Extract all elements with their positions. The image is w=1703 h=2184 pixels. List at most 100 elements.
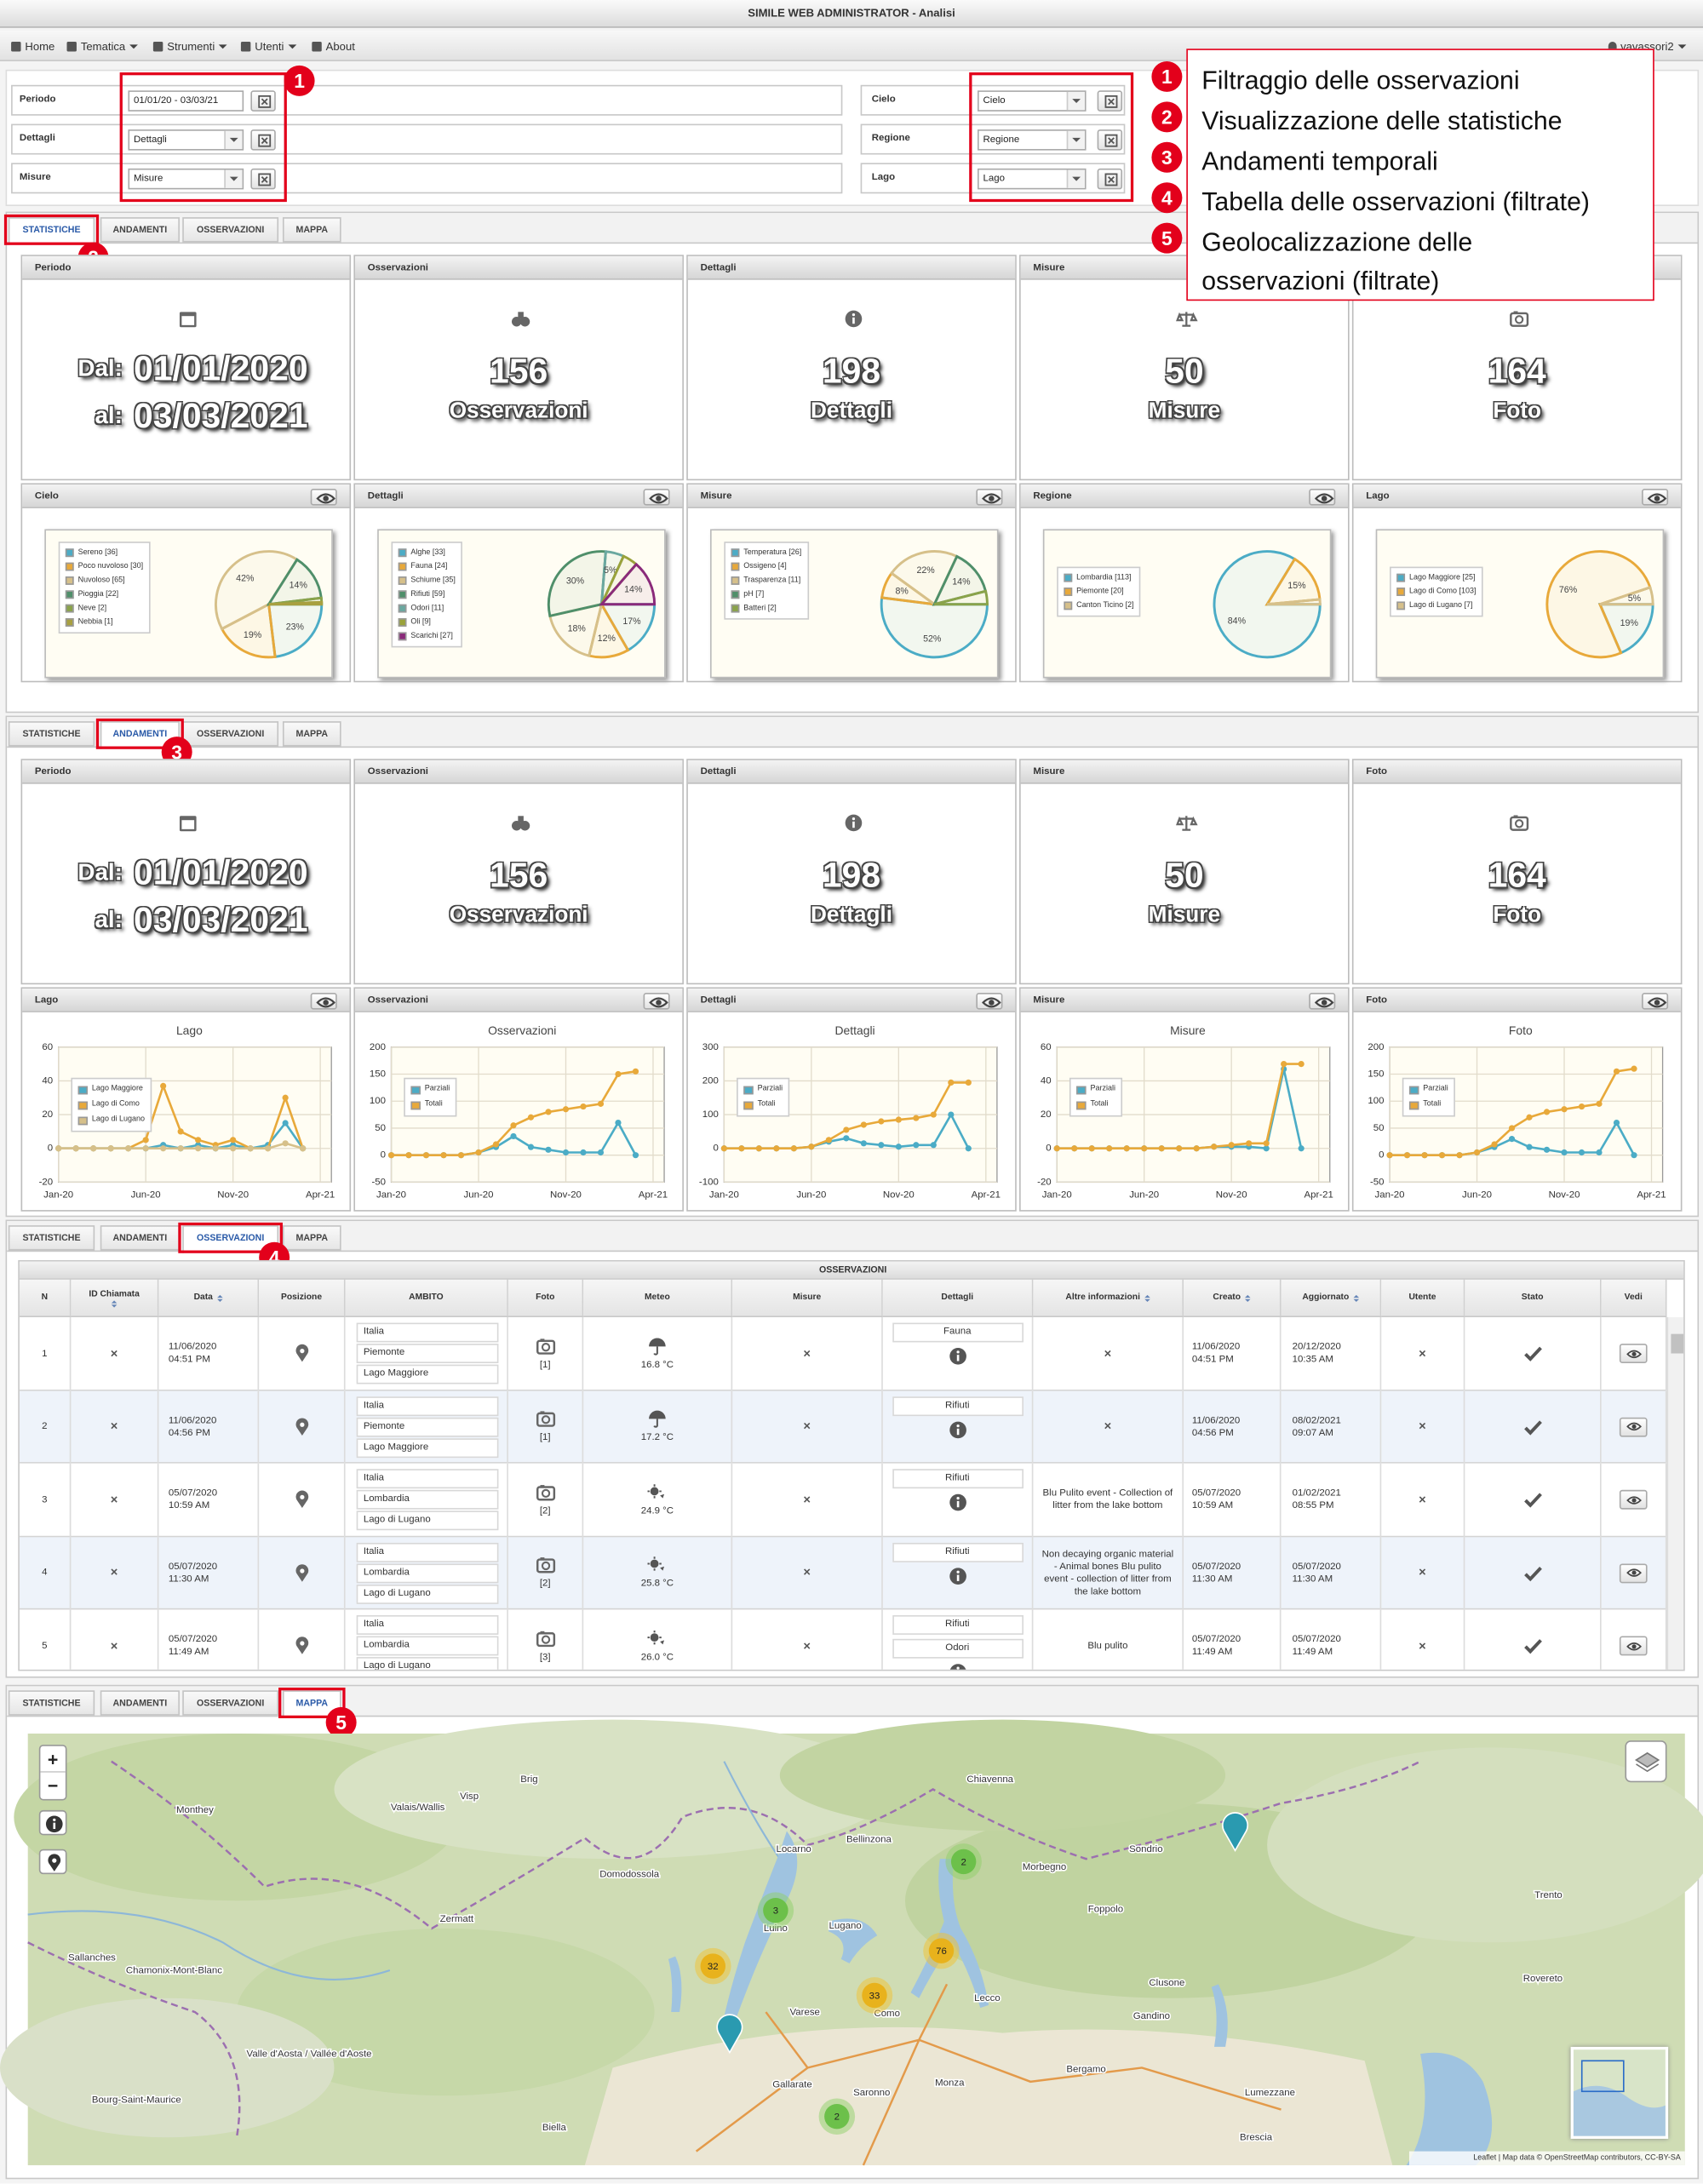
cluster-count: 76	[936, 1946, 947, 1957]
filter-select[interactable]: Regione	[978, 129, 1087, 151]
tab[interactable]: OSSERVAZIONI	[182, 217, 279, 243]
menu-item[interactable]: Strumenti	[152, 31, 227, 61]
tab[interactable]: MAPPA	[282, 1225, 341, 1251]
legend-label: Rifiuti [59]	[410, 590, 445, 599]
clear-button[interactable]	[1097, 129, 1123, 151]
column-header[interactable]: Misure	[732, 1279, 883, 1318]
column-header[interactable]: N	[19, 1279, 72, 1318]
legend-label: Pioggia [22]	[77, 590, 119, 599]
column-header[interactable]: Utente	[1381, 1279, 1465, 1318]
eye-button[interactable]	[1309, 992, 1336, 1010]
eye-button[interactable]	[1642, 489, 1669, 506]
chart-box: Lago Maggiore [25] Lago di Como [103] Lago…	[1375, 529, 1665, 679]
tab[interactable]: ANDAMENTI	[100, 217, 180, 243]
column-header[interactable]: Data	[158, 1279, 260, 1318]
eye-button[interactable]	[310, 489, 337, 506]
legend-entry: Lago Maggiore [25]	[1396, 570, 1476, 584]
menu-item[interactable]: Utenti	[240, 31, 297, 61]
clear-button[interactable]	[1097, 168, 1123, 190]
view-button[interactable]	[1619, 1417, 1648, 1437]
series-point	[948, 1079, 955, 1086]
eye-button[interactable]	[643, 489, 670, 506]
series-point	[177, 1145, 184, 1152]
zoom-out[interactable]: −	[47, 1775, 59, 1797]
column-header[interactable]: Altre informazioni	[1033, 1279, 1184, 1318]
column-header[interactable]: ID Chiamata	[71, 1279, 159, 1318]
map-button[interactable]	[38, 1809, 67, 1836]
filter-select[interactable]: Lago	[978, 168, 1087, 190]
stat-value: 164	[1488, 352, 1546, 392]
tab[interactable]: MAPPA	[282, 217, 341, 243]
eye-button[interactable]	[976, 992, 1003, 1010]
icon-shape	[656, 1000, 662, 1006]
clear-button[interactable]	[250, 129, 276, 151]
filter-select[interactable]: Dettagli	[128, 129, 244, 151]
view-button[interactable]	[1619, 1490, 1648, 1510]
y-tick-label: 0	[381, 1150, 386, 1161]
legend-label: Lago di Como	[91, 1099, 140, 1109]
view-button[interactable]	[1619, 1636, 1648, 1656]
icon-shape	[955, 1500, 959, 1508]
icon-shape	[1321, 1000, 1327, 1006]
table-cell	[1465, 1536, 1602, 1610]
menu-item[interactable]: Home	[11, 31, 54, 61]
eye-icon	[1626, 1568, 1642, 1578]
menu-item[interactable]: Tematica	[66, 31, 138, 61]
filter-input[interactable]: 01/01/20 - 03/03/21	[128, 90, 244, 112]
tab[interactable]: OSSERVAZIONI	[182, 721, 279, 747]
clear-button[interactable]	[250, 168, 276, 190]
eye-button[interactable]	[643, 992, 670, 1010]
series-point	[1386, 1152, 1393, 1159]
view-button[interactable]	[1619, 1344, 1648, 1364]
legend-entry: Parziali	[743, 1082, 783, 1098]
icon-shape	[258, 134, 272, 147]
series-point	[230, 1145, 237, 1152]
sort-up	[1353, 1294, 1359, 1298]
series-point	[527, 1144, 535, 1150]
eye-button[interactable]	[976, 489, 1003, 506]
eye-icon	[649, 493, 668, 504]
filter-select[interactable]: Misure	[128, 168, 244, 190]
tab[interactable]: MAPPA	[282, 721, 341, 747]
icon-shape	[541, 1342, 550, 1351]
zoom-in[interactable]: +	[40, 1746, 66, 1773]
tab[interactable]: OSSERVAZIONI	[182, 1690, 279, 1716]
header-label: N	[41, 1292, 49, 1303]
header-row: Data	[194, 1293, 223, 1304]
clear-button[interactable]	[1097, 90, 1123, 112]
tab[interactable]: STATISTICHE	[8, 1690, 95, 1716]
column-header[interactable]: Meteo	[583, 1279, 733, 1318]
layers-button[interactable]	[1625, 1740, 1667, 1783]
clear-button[interactable]	[250, 90, 276, 112]
pie-label: 84%	[1228, 616, 1247, 627]
tab[interactable]: STATISTICHE	[8, 1225, 95, 1251]
y-tick-label: 100	[702, 1109, 719, 1120]
column-header[interactable]: Vedi	[1601, 1279, 1667, 1318]
tab[interactable]: STATISTICHE	[8, 217, 95, 245]
stat-value: 198	[822, 856, 881, 896]
eye-button[interactable]	[1642, 992, 1669, 1010]
column-header[interactable]: AMBITO	[345, 1279, 508, 1318]
chart-box: Lombardia [113] Piemonte [20] Canton Ticin…	[1042, 529, 1332, 679]
tab[interactable]: STATISTICHE	[8, 721, 95, 747]
pie-label: 23%	[286, 622, 305, 633]
map-button[interactable]	[38, 1849, 67, 1875]
tab[interactable]: ANDAMENTI	[100, 1690, 180, 1716]
eye-button[interactable]	[310, 992, 337, 1010]
view-button[interactable]	[1619, 1563, 1648, 1583]
column-header[interactable]: Aggiornato	[1281, 1279, 1382, 1318]
menu-item[interactable]: About	[312, 31, 355, 61]
column-header[interactable]: Dettagli	[882, 1279, 1034, 1318]
eye-button[interactable]	[1309, 489, 1336, 506]
close-icon	[1104, 95, 1118, 108]
column-header[interactable]: Stato	[1465, 1279, 1602, 1318]
tab[interactable]: ANDAMENTI	[100, 1225, 180, 1251]
filter-select[interactable]: Cielo	[978, 90, 1087, 112]
column-header[interactable]: Posizione	[259, 1279, 346, 1318]
cluster-count: 2	[834, 2112, 840, 2123]
column-header[interactable]: Creato	[1184, 1279, 1282, 1318]
x-tick-label: Apr-21	[1304, 1189, 1333, 1200]
period-date: 01/01/2020	[133, 349, 308, 389]
column-header[interactable]: Foto	[507, 1279, 584, 1318]
header-label: Dettagli	[941, 1292, 974, 1303]
